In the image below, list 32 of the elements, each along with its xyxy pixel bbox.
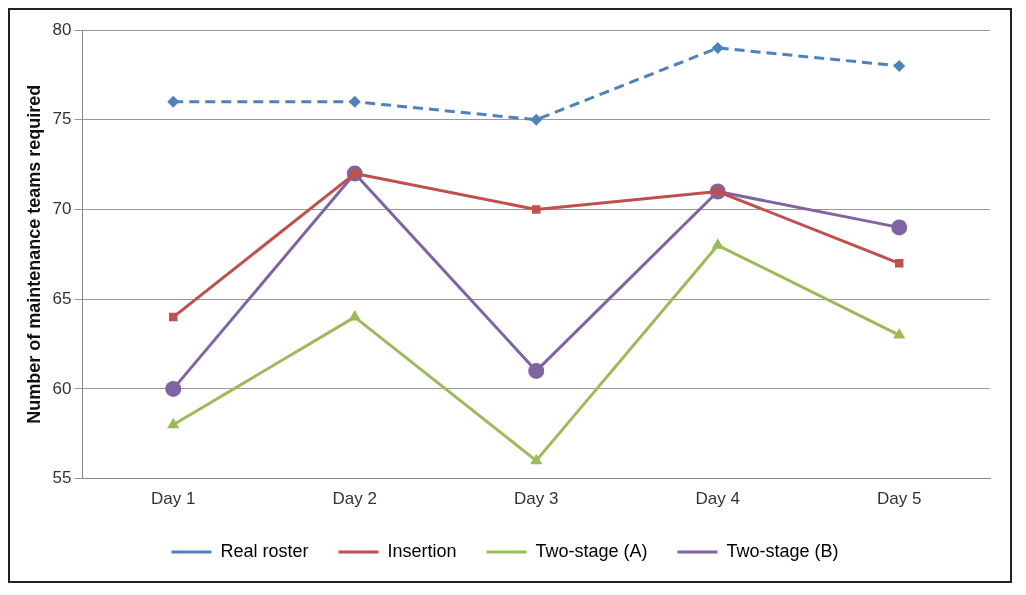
y-tick-label: 60 [52,378,72,398]
point [165,380,182,397]
point [167,95,180,108]
point [891,219,908,236]
point [530,453,543,465]
legend-label: Insertion [387,540,457,561]
x-tick-label: Day 2 [332,489,377,509]
x-tick-label: Day 3 [514,489,559,509]
point [895,259,904,268]
x-tick-label: Day 1 [151,489,196,509]
y-tick-label: 75 [52,109,72,129]
point [169,312,178,322]
point [532,205,541,214]
legend-label: Real roster [220,540,309,561]
point [528,362,545,379]
legend-label: Two-stage (A) [535,540,648,561]
point [348,310,361,321]
point [348,95,361,108]
point [893,59,906,72]
y-tick-label: 70 [52,199,72,219]
y-tick-label: 65 [52,288,72,308]
point [711,41,724,54]
y-tick-label: 55 [52,468,72,488]
point [711,238,724,249]
x-tick-label: Day 5 [877,489,922,509]
x-tick-label: Day 4 [695,489,740,509]
y-tick-label: 80 [52,19,72,39]
point [167,417,180,429]
point [530,113,543,126]
legend-label: Two-stage (B) [726,540,839,561]
point [893,328,906,339]
y-axis-title: Number of maintenance teams required [23,84,44,424]
